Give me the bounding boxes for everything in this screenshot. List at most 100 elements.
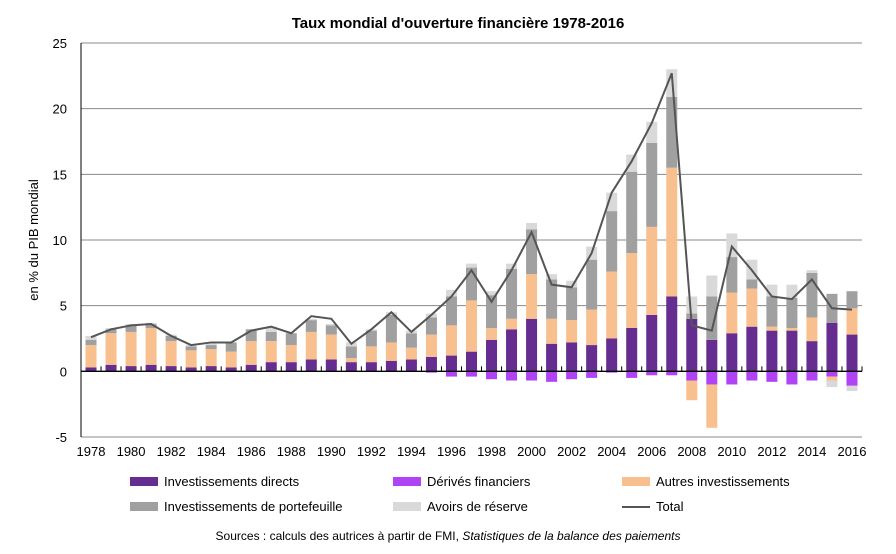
bar-segment: [445, 325, 457, 356]
bar-segment: [506, 268, 518, 319]
bar-segment: [165, 335, 177, 342]
bar-segment: [425, 334, 437, 357]
bar-segment: [345, 358, 357, 363]
bar-segment: [686, 318, 698, 372]
bar-segment: [786, 297, 798, 328]
bar-segment: [486, 371, 498, 380]
y-axis-label: en % du PIB mondial: [26, 179, 41, 301]
bar-segment: [526, 371, 538, 381]
bar-segment: [125, 366, 137, 372]
bar-segment: [546, 318, 558, 344]
x-tick-label: 1980: [117, 444, 146, 459]
bar-segment: [85, 335, 97, 340]
x-tick-label: 1992: [357, 444, 386, 459]
legend-swatch: [393, 502, 421, 511]
x-tick-label: 1978: [77, 444, 106, 459]
bar-segment: [746, 371, 758, 381]
bar-segment: [465, 300, 478, 352]
bar-segment: [826, 376, 838, 381]
bar-segment: [806, 270, 818, 273]
bar-segment: [445, 289, 457, 297]
bar-segment: [766, 330, 778, 372]
bar-segment: [225, 342, 237, 352]
bar-segment: [746, 326, 758, 372]
bar-segment: [285, 333, 297, 346]
x-tick-label: 2010: [717, 444, 746, 459]
bar-segment: [786, 330, 798, 372]
bar-segment: [646, 371, 658, 376]
y-tick-label: 10: [53, 233, 67, 248]
bar-segment: [85, 339, 97, 346]
bar-segment: [465, 263, 478, 268]
legend-label: Investissements directs: [164, 474, 300, 489]
bar-segment: [526, 222, 538, 230]
x-tick-label: 2016: [838, 444, 867, 459]
bar-segment: [425, 371, 437, 373]
source-title: Statistiques de la balance des paiements: [462, 529, 681, 543]
bar-segment: [706, 339, 718, 372]
bar-segment: [626, 371, 638, 378]
bar-segment: [145, 364, 157, 372]
x-tick-label: 2000: [517, 444, 546, 459]
bar-segment: [826, 322, 838, 372]
bar-segment: [425, 317, 437, 335]
bar-segment: [666, 96, 678, 168]
bar-segment: [405, 333, 417, 348]
y-tick-label: 15: [53, 167, 67, 182]
x-tick-label: 1990: [317, 444, 346, 459]
bar-segment: [606, 338, 618, 372]
source-prefix: Sources : calculs des autrices à partir …: [215, 529, 463, 543]
bar-segment: [626, 171, 638, 254]
bar-segment: [606, 211, 618, 272]
x-tick-label: 2012: [757, 444, 786, 459]
bar-segment: [145, 324, 157, 328]
bar-segment: [465, 267, 478, 301]
x-tick-label: 1996: [437, 444, 466, 459]
bar-segment: [526, 274, 538, 319]
x-tick-label: 2006: [637, 444, 666, 459]
bar-segment: [766, 284, 778, 297]
y-tick-label: 0: [60, 364, 67, 379]
bar-segment: [165, 366, 177, 372]
bar-segment: [726, 371, 738, 385]
bar-segment: [105, 333, 117, 365]
bar-segment: [105, 364, 117, 372]
legend-total: Total: [622, 499, 683, 514]
bar-segment: [305, 320, 317, 332]
bar-segment: [726, 333, 738, 372]
bar-segment: [566, 371, 578, 380]
bar-segment: [686, 380, 698, 401]
bar-segment: [365, 362, 377, 372]
legend-swatch: [130, 477, 158, 486]
bar-segment: [125, 331, 137, 367]
bar-segment: [325, 324, 337, 326]
bar-segment: [245, 364, 257, 372]
bar-segment: [265, 341, 277, 363]
bar-segment: [305, 359, 317, 372]
bar-segment: [526, 318, 538, 372]
legend-reserves: Avoirs de réserve: [393, 499, 528, 514]
bar-segment: [486, 327, 498, 340]
bar-segment: [586, 345, 598, 372]
bar-segment: [846, 308, 858, 335]
bar-segment: [786, 327, 798, 331]
legend-portfolio: Investissements de portefeuille: [130, 499, 342, 514]
bar-segment: [285, 362, 297, 372]
x-tick-label: 1982: [157, 444, 186, 459]
bar-segment: [265, 331, 277, 342]
bar-segment: [646, 226, 658, 315]
bar-segment: [325, 325, 337, 335]
bar-segment: [465, 351, 478, 372]
bar-segment: [566, 287, 578, 321]
bar-segment: [506, 263, 518, 269]
bar-segment: [566, 280, 578, 288]
bar-segment: [766, 326, 778, 331]
bar-segment: [405, 347, 417, 360]
bar-segment: [826, 371, 838, 377]
bar-segment: [85, 345, 97, 368]
bar-segment: [445, 355, 457, 372]
bar-segment: [686, 371, 698, 381]
bar-segment: [566, 320, 578, 343]
bar-segment: [305, 318, 317, 321]
bar-segment: [85, 367, 97, 372]
